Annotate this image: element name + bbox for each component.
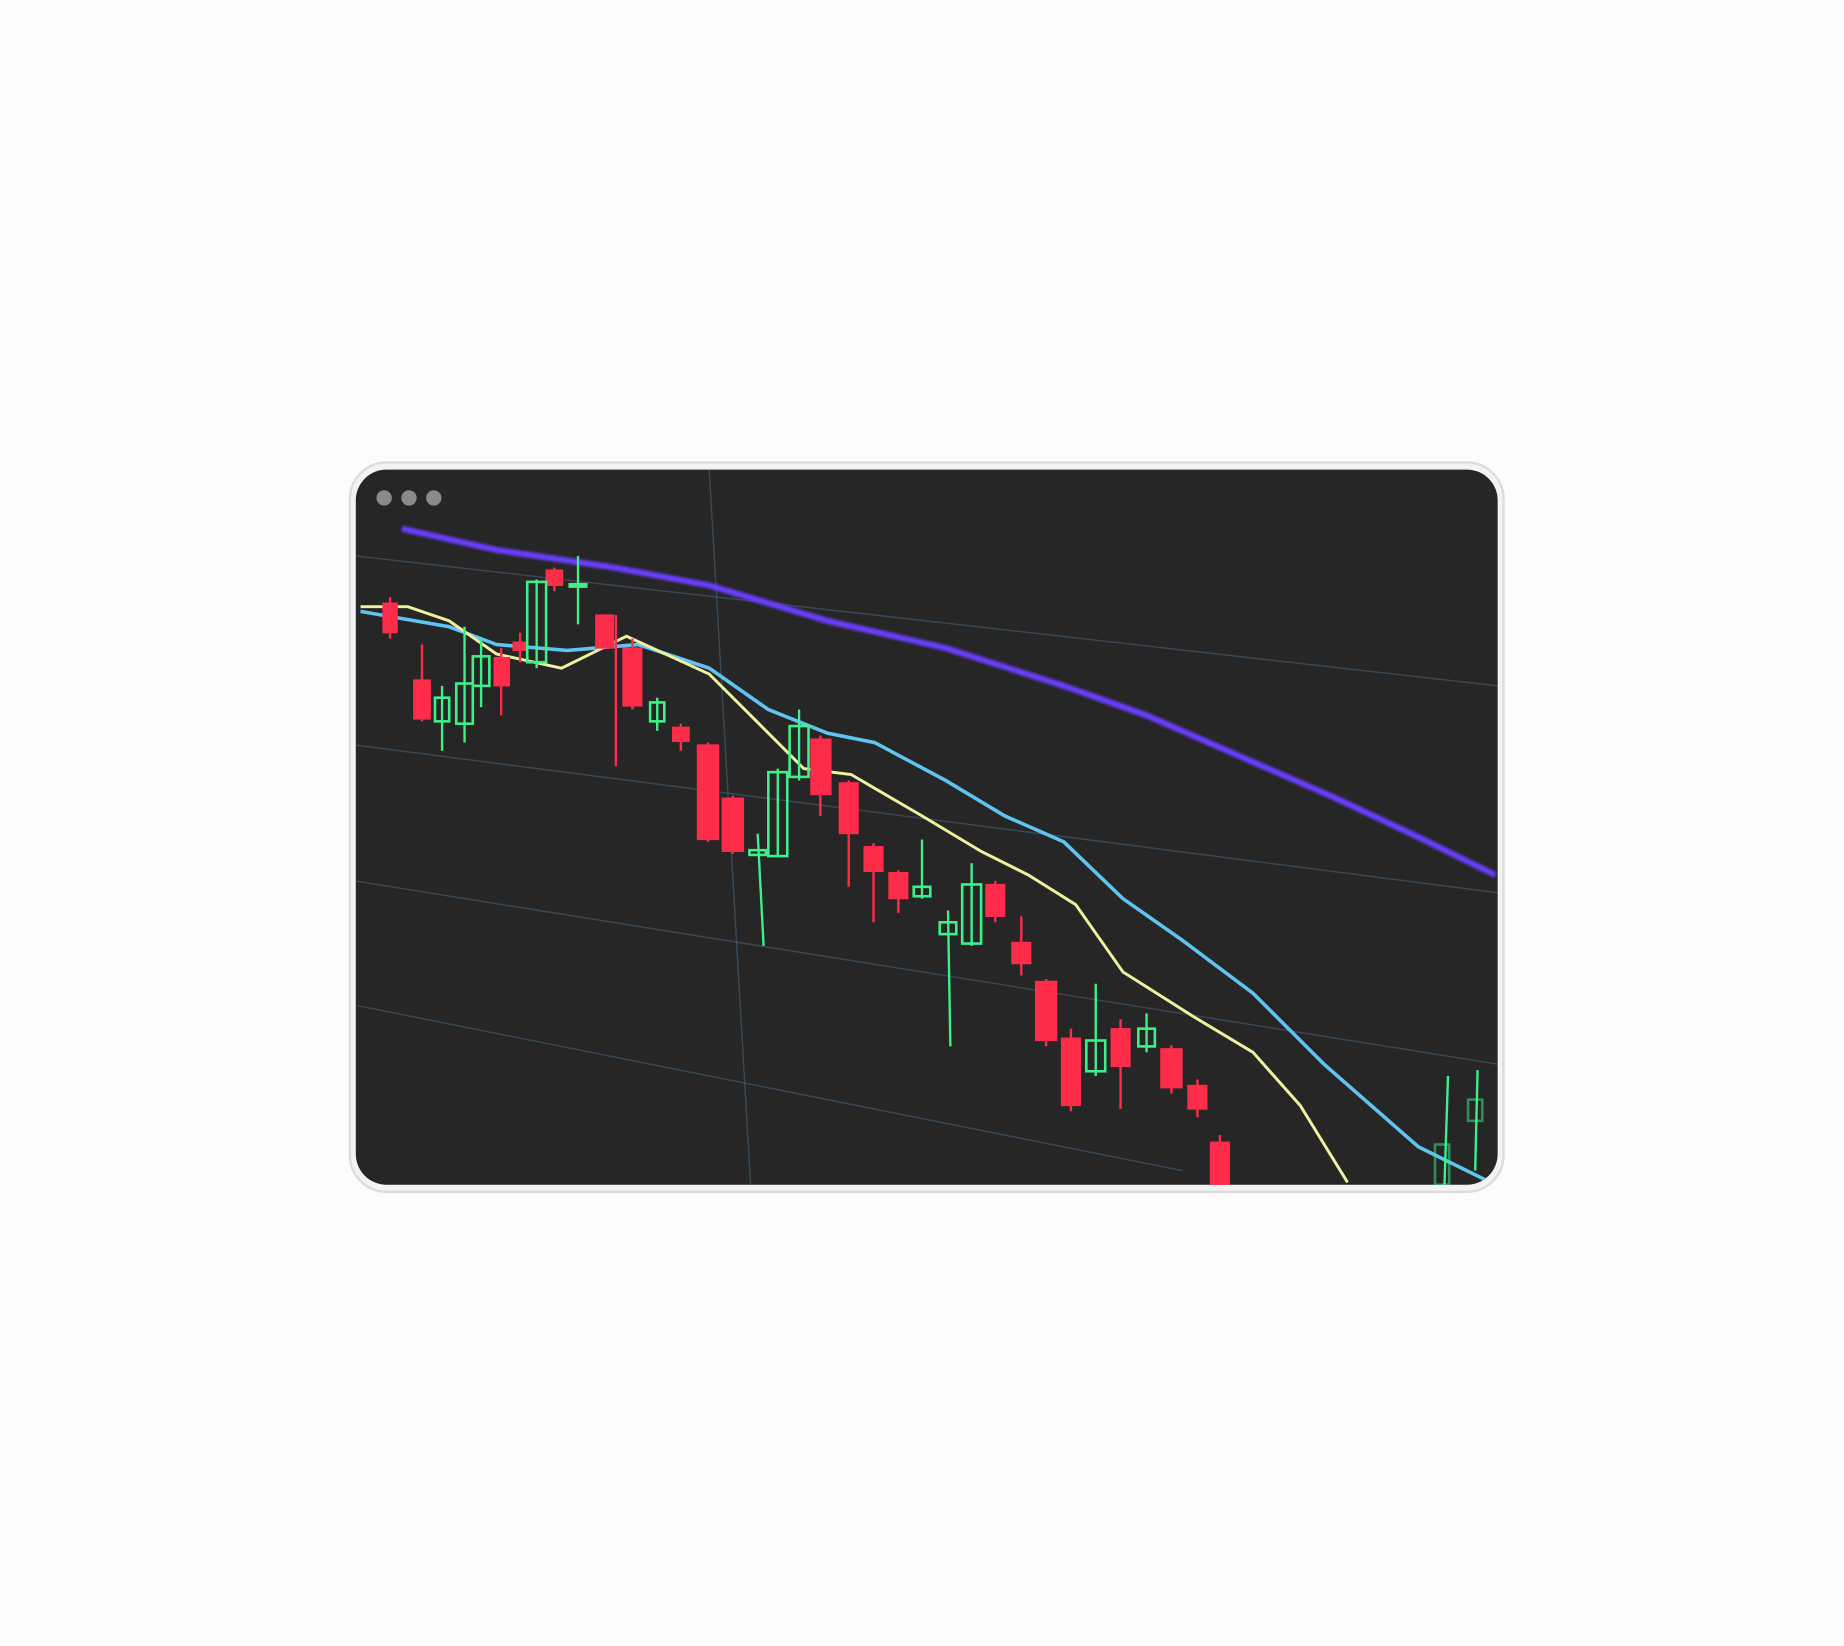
candle bbox=[493, 656, 511, 687]
candle bbox=[382, 602, 398, 634]
candle bbox=[413, 679, 431, 720]
candle bbox=[471, 655, 491, 688]
candle bbox=[748, 848, 768, 857]
candle bbox=[671, 726, 690, 743]
candle-wick bbox=[756, 833, 765, 946]
moving-average-line bbox=[401, 525, 1497, 878]
candle bbox=[545, 569, 564, 586]
candle bbox=[622, 647, 643, 707]
candle bbox=[696, 744, 720, 841]
grid-line bbox=[355, 880, 1498, 1065]
candle-wick bbox=[1443, 1075, 1450, 1185]
candle bbox=[863, 846, 884, 873]
candle bbox=[512, 641, 528, 652]
candle bbox=[1187, 1084, 1208, 1110]
candle bbox=[648, 701, 666, 723]
window-dot bbox=[401, 490, 417, 506]
candle bbox=[938, 920, 958, 936]
candle bbox=[767, 770, 789, 858]
moving-average-line bbox=[360, 609, 1497, 1185]
candle bbox=[1034, 980, 1058, 1042]
candle bbox=[960, 883, 983, 945]
candle bbox=[1060, 1037, 1081, 1107]
window-dot bbox=[426, 490, 442, 506]
candle bbox=[985, 883, 1006, 917]
candle bbox=[888, 872, 909, 900]
candle bbox=[838, 782, 859, 835]
candle bbox=[721, 797, 745, 852]
chart-photo bbox=[355, 469, 1498, 1185]
candles-down bbox=[382, 567, 1230, 1185]
candle bbox=[1209, 1141, 1230, 1185]
candle bbox=[1085, 1039, 1107, 1073]
candle bbox=[454, 682, 475, 726]
grid-line bbox=[355, 1004, 1183, 1172]
candle bbox=[1137, 1027, 1157, 1048]
window-content bbox=[355, 469, 1498, 1185]
candle bbox=[1433, 1143, 1451, 1185]
window-dot bbox=[376, 490, 392, 506]
candle bbox=[912, 885, 932, 898]
candle bbox=[1011, 941, 1032, 965]
moving-average-line bbox=[360, 605, 1349, 1184]
candle bbox=[433, 696, 451, 723]
candle bbox=[595, 614, 615, 649]
candle bbox=[568, 582, 588, 588]
candle bbox=[788, 724, 810, 779]
candle bbox=[810, 738, 832, 796]
candle bbox=[1110, 1028, 1131, 1068]
candle bbox=[1160, 1048, 1183, 1089]
candle bbox=[1466, 1098, 1484, 1123]
grid-line bbox=[355, 555, 1498, 687]
candle bbox=[525, 580, 548, 664]
candles-up bbox=[433, 555, 1484, 1185]
